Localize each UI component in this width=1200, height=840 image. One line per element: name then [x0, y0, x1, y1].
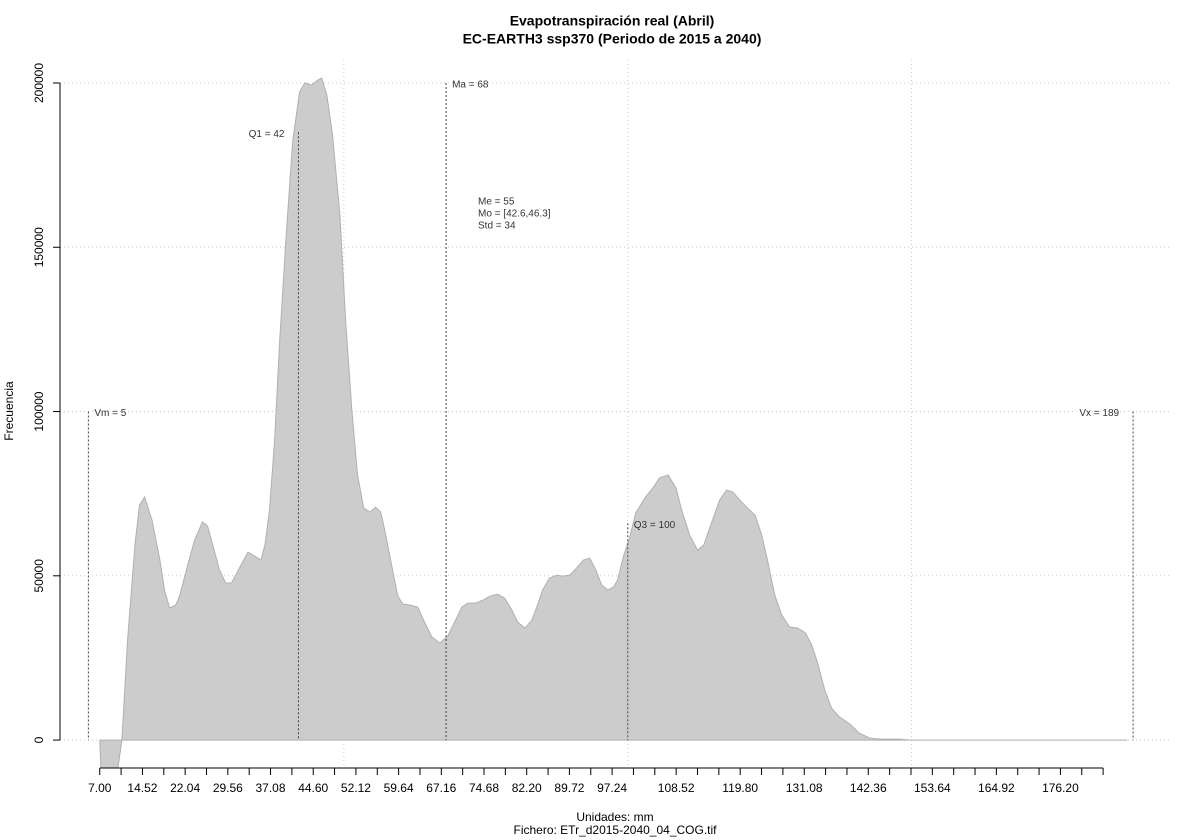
y-tick-label: 50000 — [32, 559, 46, 593]
chart-title: Evapotranspiración real (Abril) — [510, 13, 715, 29]
x-tick-label: 59.64 — [384, 781, 414, 795]
y-axis-label: Frecuencia — [2, 381, 16, 441]
x-tick-label: 44.60 — [298, 781, 328, 795]
chart-subtitle: EC-EARTH3 ssp370 (Periodo de 2015 a 2040… — [463, 31, 762, 47]
stat-text: Mo = [42.6,46.3] — [478, 209, 551, 220]
stat-text: Me = 55 — [478, 197, 515, 208]
x-tick-label: 37.08 — [256, 781, 286, 795]
area — [99, 77, 1128, 769]
stat-text: Std = 34 — [478, 221, 516, 232]
x-tick-label: 22.04 — [170, 781, 200, 795]
x-tick-label: 119.80 — [722, 781, 758, 795]
x-tick-label: 164.92 — [978, 781, 1015, 795]
y-tick-label: 100000 — [32, 391, 46, 431]
x-tick-label: 108.52 — [658, 781, 695, 795]
y-tick-label: 150000 — [32, 227, 46, 267]
x-tick-label: 142.36 — [850, 781, 887, 795]
stat-label: Ma = 68 — [452, 80, 489, 91]
x-axis-label: Unidades: mm — [576, 810, 653, 824]
x-tick-label: 67.16 — [426, 781, 456, 795]
x-tick-label: 89.72 — [554, 781, 584, 795]
stat-label: Q3 = 100 — [634, 520, 676, 531]
x-tick-label: 97.24 — [597, 781, 627, 795]
caption: Fichero: ETr_d2015-2040_04_COG.tif — [514, 823, 718, 837]
stat-label: Q1 = 42 — [249, 129, 285, 140]
x-tick-label: 74.68 — [469, 781, 499, 795]
x-tick-label: 82.20 — [512, 781, 542, 795]
x-tick-label: 29.56 — [213, 781, 243, 795]
x-tick-label: 14.52 — [127, 781, 157, 795]
y-tick-label: 200000 — [32, 63, 46, 103]
y-tick-label: 0 — [32, 736, 46, 743]
stat-label: Vx = 189 — [1079, 408, 1119, 419]
x-tick-label: 176.20 — [1042, 781, 1079, 795]
x-tick-label: 52.12 — [341, 781, 371, 795]
x-tick-label: 153.64 — [914, 781, 951, 795]
stat-label: Vm = 5 — [94, 408, 126, 419]
x-tick-label: 131.08 — [786, 781, 823, 795]
x-tick-label: 7.00 — [88, 781, 112, 795]
